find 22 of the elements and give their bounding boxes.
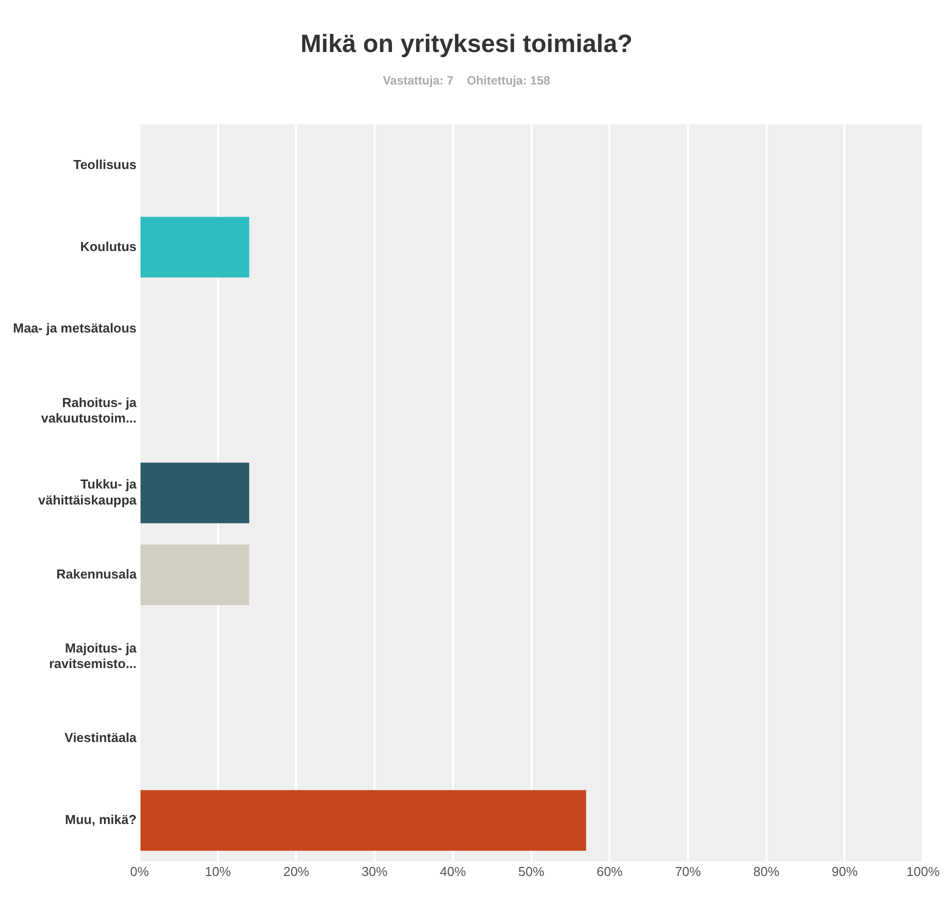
chart-title: Mikä on yrityksesi toimiala? [300, 30, 633, 58]
y-tick-label: Majoitus- ja ravitsemisto... [49, 640, 138, 672]
x-tick-label: 0% [130, 864, 150, 879]
x-tick-label: 70% [674, 864, 702, 879]
x-tick-label: 60% [596, 864, 624, 879]
x-tick-label: 100% [906, 864, 940, 879]
x-tick-label: 10% [204, 864, 232, 879]
y-tick-label: Teollisuus [73, 156, 137, 172]
chart-subtitle: Vastattuja: 7 Ohitettuja: 158 [382, 74, 551, 88]
y-tick-label: Rakennusala [56, 566, 138, 582]
y-tick-label: Maa- ja metsätalous [13, 320, 137, 336]
y-tick-label: Tukku- ja vähittäiskauppa [38, 476, 138, 508]
x-tick-label: 20% [283, 864, 310, 879]
y-tick-label: Muu, mikä? [65, 812, 137, 828]
y-tick-label: Koulutus [80, 238, 137, 254]
x-tick-label: 30% [362, 864, 388, 879]
x-tick-label: 90% [832, 864, 858, 879]
y-tick-label: Viestintäala [64, 730, 138, 746]
y-tick-label: Rahoitus- ja vakuutustoim... [41, 394, 138, 426]
x-tick-label: 50% [518, 864, 545, 879]
x-tick-label: 40% [440, 864, 466, 879]
x-tick-label: 80% [753, 864, 780, 879]
